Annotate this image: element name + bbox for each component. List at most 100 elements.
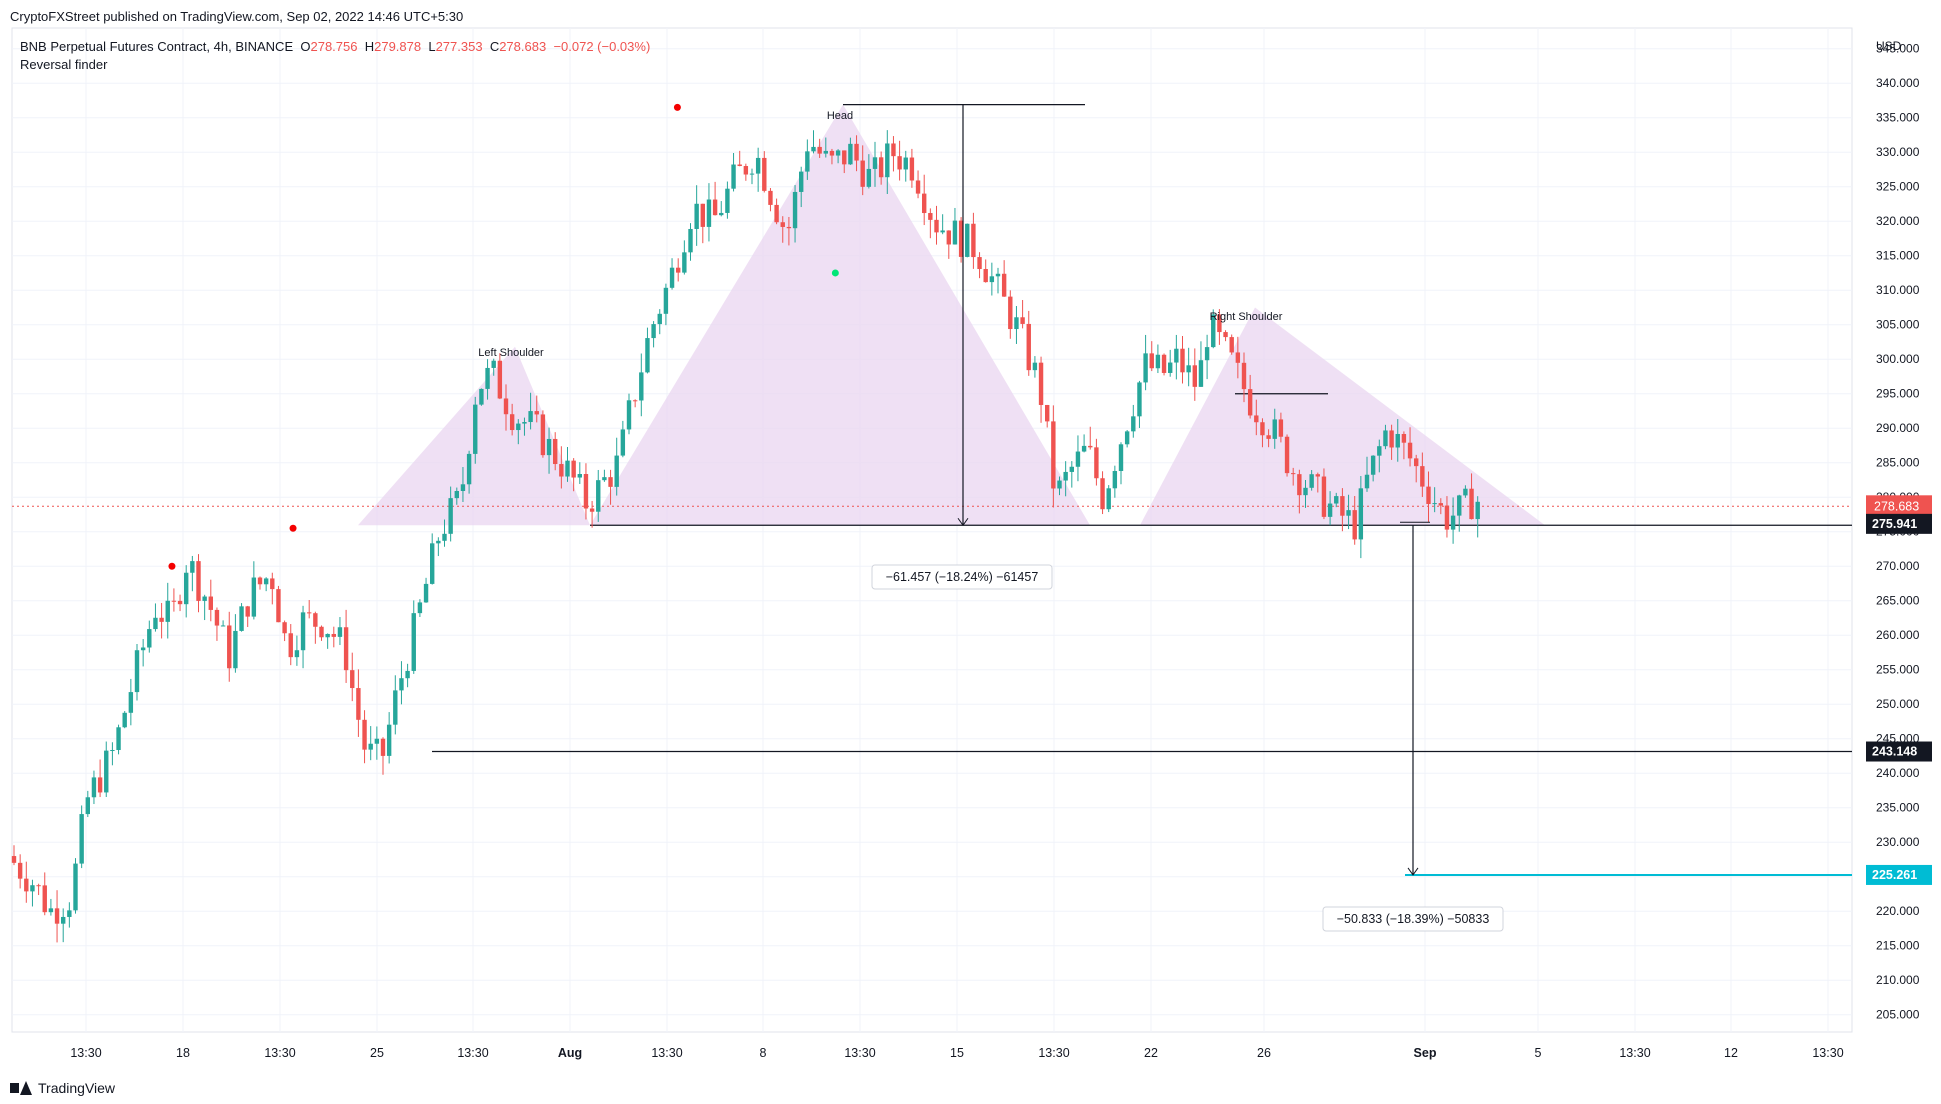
candle-body xyxy=(116,727,121,751)
candle-body xyxy=(1088,445,1093,448)
candle-body xyxy=(423,583,429,603)
candle-body xyxy=(983,269,988,283)
candle-body xyxy=(350,670,355,689)
candle-body xyxy=(405,670,410,679)
candle-body xyxy=(946,230,951,245)
candle-body xyxy=(922,193,927,214)
candle-body xyxy=(54,908,60,924)
candle-body xyxy=(1186,365,1191,373)
candle-body xyxy=(1278,419,1284,437)
target-price-tag-bg xyxy=(1866,864,1932,885)
candle-body xyxy=(1389,430,1394,448)
candle-body xyxy=(1032,362,1038,371)
candle-body xyxy=(1334,496,1339,504)
candle-body xyxy=(768,190,773,205)
candle-body xyxy=(331,633,336,637)
candle-body xyxy=(1038,362,1044,405)
candle-body xyxy=(1254,415,1259,423)
y-tick-label: 335.000 xyxy=(1876,111,1920,125)
candle-body xyxy=(719,212,724,216)
right-shoulder-label: Right Shoulder xyxy=(1210,311,1283,323)
candle-body xyxy=(368,743,373,750)
annotations: −61.457 (−18.24%) −61457 −50.833 (−18.39%… xyxy=(478,104,1504,932)
x-tick-label: 15 xyxy=(950,1046,964,1060)
candle-body xyxy=(1340,496,1345,516)
candle-body xyxy=(479,388,484,405)
footer-brand[interactable]: TradingView xyxy=(10,1080,115,1096)
candle-body xyxy=(522,422,527,424)
measure-label-head: −61.457 (−18.24%) −61457 xyxy=(886,570,1039,584)
candle-body xyxy=(1001,273,1007,297)
candle-body xyxy=(1444,505,1450,530)
candle-body xyxy=(430,543,435,584)
candle-body xyxy=(1266,435,1271,439)
candle-body xyxy=(165,600,170,622)
x-tick-label: 13:30 xyxy=(1812,1046,1843,1060)
candle-body xyxy=(153,617,158,630)
candle-body xyxy=(559,464,564,477)
candle-body xyxy=(639,372,644,401)
candle-body xyxy=(1247,389,1253,416)
candle-body xyxy=(676,267,681,273)
candle-body xyxy=(1180,348,1185,373)
candle-body xyxy=(1401,433,1407,443)
candle-body xyxy=(1057,480,1062,489)
candle-body xyxy=(233,630,238,669)
candle-body xyxy=(1045,404,1050,422)
candle-body xyxy=(817,146,822,154)
candle-body xyxy=(220,625,226,627)
candle-body xyxy=(85,797,90,815)
candle-body xyxy=(436,540,441,544)
candle-body xyxy=(110,750,115,752)
candle-body xyxy=(1303,487,1308,496)
x-tick-label: Sep xyxy=(1414,1046,1437,1060)
candle-body xyxy=(356,688,361,720)
candle-body xyxy=(1284,436,1290,474)
candle-body xyxy=(909,157,915,181)
candle-body xyxy=(755,157,761,174)
candle-body xyxy=(1008,296,1013,330)
candle-body xyxy=(343,627,349,671)
symbol-legend: BNB Perpetual Futures Contract, 4h, BINA… xyxy=(20,38,650,74)
y-tick-label: 290.000 xyxy=(1876,421,1920,435)
y-tick-label: 295.000 xyxy=(1876,387,1920,401)
candle-body xyxy=(67,910,72,917)
candle-body xyxy=(577,474,582,478)
candle-body xyxy=(632,400,638,402)
candle-body xyxy=(509,414,515,431)
candle-body xyxy=(147,629,152,648)
y-tick-label: 260.000 xyxy=(1876,628,1920,642)
candle-body xyxy=(1137,382,1142,417)
candle-body xyxy=(1143,353,1148,383)
candlestick-series xyxy=(11,130,1480,943)
candle-body xyxy=(1020,317,1025,324)
candle-body xyxy=(1229,337,1234,353)
candle-body xyxy=(134,650,140,693)
candle-body xyxy=(725,188,730,213)
reversal-marker xyxy=(831,269,839,277)
candle-body xyxy=(497,360,503,399)
y-tick-label: 250.000 xyxy=(1876,697,1920,711)
candle-body xyxy=(596,480,601,512)
candle-body xyxy=(417,602,423,614)
candle-body xyxy=(42,885,47,913)
candle-body xyxy=(835,150,841,156)
candle-body xyxy=(620,429,626,456)
x-tick-label: 13:30 xyxy=(264,1046,295,1060)
candle-body xyxy=(1352,510,1357,540)
candle-body xyxy=(1051,421,1056,489)
candle-body xyxy=(1081,445,1087,452)
candle-body xyxy=(473,404,478,454)
candle-body xyxy=(202,596,207,601)
candle-body xyxy=(872,157,878,169)
y-tick-label: 340.000 xyxy=(1876,76,1920,90)
x-tick-label: 13:30 xyxy=(844,1046,875,1060)
candle-body xyxy=(73,863,78,911)
candle-body xyxy=(442,533,447,541)
time-axis: 13:30 18 13:30 25 13:30 Aug 13:30 8 13:30 15 13:30… xyxy=(70,1046,1843,1060)
indicator-name[interactable]: Reversal finder xyxy=(20,57,108,72)
candle-body xyxy=(1217,314,1222,333)
candle-body xyxy=(1358,488,1364,540)
candle-body xyxy=(571,460,576,478)
